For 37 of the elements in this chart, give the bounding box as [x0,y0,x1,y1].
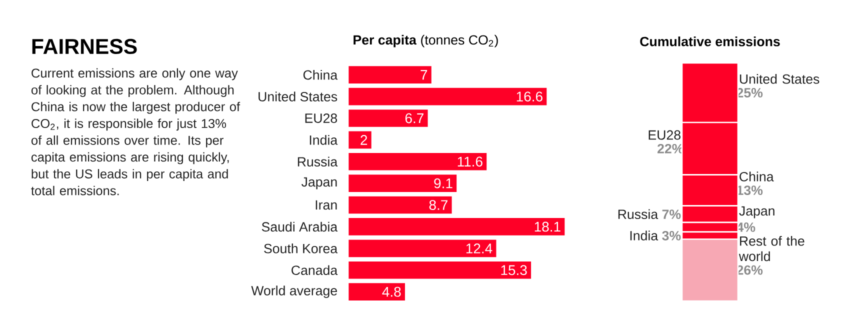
y-tick-label: EU28 [305,114,338,123]
series-label: Rest of the world [738,236,804,262]
data-label: 16.6 [516,92,542,102]
series-label: United States [740,74,820,84]
y-tick-label: Saudi Arabia [262,222,338,232]
chart-title: Per capita (tonnes CO$_{2}$) [354,34,498,48]
text: Current emissions are only one way of looking at the problem. Although China is now the largest producer of CO$_{2}$, it is responsible for just 13% of all emissions over time. Its per capita emissions are rising quickly, but the US leads in per capita and total emissions. [31,68,240,196]
y-tick-label: Russia [298,156,338,167]
data-label: 4.8 [382,286,401,297]
y-tick-label: China [303,70,338,80]
series-label: India [630,230,658,240]
data-label: 3% [662,230,681,240]
data-label: 18.1 [534,222,560,232]
y-tick-label: World average [251,286,337,298]
data-label: 15.3 [501,265,527,276]
y-tick-label: India [310,135,338,145]
y-tick-label: Japan [301,177,337,190]
chart-title: Cumulative emissions [640,36,780,46]
data-label: 6.7 [405,113,424,124]
y-tick-label: United States [258,92,338,102]
data-label: 8.7 [429,200,448,210]
text: FAIRNESS [32,38,137,54]
data-label: 12.4 [466,244,492,254]
y-tick-label: South Korea [264,244,338,254]
data-label: 11.6 [458,156,482,167]
data-label: 7% [662,210,681,219]
series-label: China [740,172,774,182]
data-label: 7 [420,70,428,80]
series-label: Russia [618,209,658,220]
y-tick-label: Canada [292,265,338,275]
data-label: 2 [360,135,368,145]
series-label: Japan [739,206,774,218]
bar [347,282,406,302]
series-label: EU28 [648,130,680,140]
data-label: 9.1 [434,178,452,188]
data-label: 13% [737,186,763,196]
y-tick-label: Iran [316,200,337,210]
